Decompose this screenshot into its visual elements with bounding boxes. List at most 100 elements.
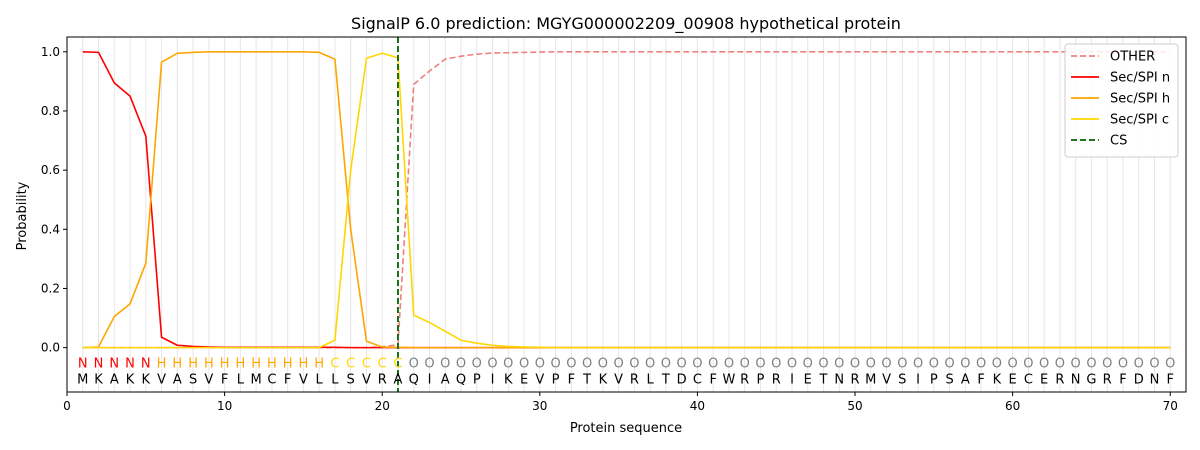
region-label: O xyxy=(677,356,687,371)
residue-letter: P xyxy=(757,373,765,388)
region-label: O xyxy=(692,356,702,371)
region-label: H xyxy=(172,356,182,371)
region-label: O xyxy=(1008,356,1018,371)
x-tick-label: 0 xyxy=(63,399,71,413)
residue-letter: P xyxy=(930,373,938,388)
plot-area xyxy=(67,37,1186,392)
residue-letter: T xyxy=(582,373,591,388)
y-tick-label: 0.4 xyxy=(41,222,60,236)
residue-letter: A xyxy=(110,373,119,388)
residue-letter: E xyxy=(520,373,528,388)
residue-letter: D xyxy=(1134,373,1144,388)
legend-label: OTHER xyxy=(1110,50,1155,65)
x-tick-label: 40 xyxy=(690,399,705,413)
residue-letter: K xyxy=(599,373,608,388)
region-label: O xyxy=(424,356,434,371)
region-label: O xyxy=(850,356,860,371)
residue-letter: D xyxy=(677,373,687,388)
residue-letter: C xyxy=(693,373,702,388)
region-label: O xyxy=(1023,356,1033,371)
region-label: H xyxy=(314,356,324,371)
residue-letter: G xyxy=(1086,373,1096,388)
residue-letter: F xyxy=(568,373,575,388)
residue-letter: P xyxy=(552,373,560,388)
residue-letter: A xyxy=(173,373,182,388)
region-label: O xyxy=(803,356,813,371)
residue-letter: P xyxy=(473,373,481,388)
residue-letter: Q xyxy=(409,373,419,388)
region-label: O xyxy=(992,356,1002,371)
residue-letter: R xyxy=(851,373,860,388)
y-tick-label: 1.0 xyxy=(41,45,60,59)
region-label: O xyxy=(787,356,797,371)
residue-letter: V xyxy=(614,373,623,388)
residue-letter: I xyxy=(790,373,794,388)
region-label: O xyxy=(771,356,781,371)
residue-letter: W xyxy=(723,373,736,388)
region-label: H xyxy=(299,356,309,371)
residue-letter: K xyxy=(142,373,151,388)
residue-letter: M xyxy=(865,373,876,388)
residue-letter: K xyxy=(94,373,103,388)
sequence-track: NMNKNANKNKHVHAHSHVHFHLHMHCHFHVHLCLCSCVCR… xyxy=(77,356,1175,387)
region-label: O xyxy=(614,356,624,371)
region-label: O xyxy=(582,356,592,371)
residue-letter: R xyxy=(740,373,749,388)
residue-letter: F xyxy=(709,373,716,388)
region-label: O xyxy=(645,356,655,371)
region-label: O xyxy=(1118,356,1128,371)
y-axis-label: Probability xyxy=(15,181,30,250)
region-label: O xyxy=(1165,356,1175,371)
probability-lines xyxy=(82,37,1171,392)
residue-letter: V xyxy=(362,373,371,388)
plot-frame xyxy=(66,36,1187,393)
region-label: O xyxy=(487,356,497,371)
region-label: O xyxy=(550,356,560,371)
residue-letter: C xyxy=(1024,373,1033,388)
residue-letter: I xyxy=(491,373,495,388)
region-label: O xyxy=(1134,356,1144,371)
region-label: O xyxy=(724,356,734,371)
region-label: N xyxy=(94,356,104,371)
y-tick-label: 0.0 xyxy=(41,341,60,355)
region-label: O xyxy=(472,356,482,371)
region-label: O xyxy=(661,356,671,371)
region-label: C xyxy=(346,356,355,371)
residue-letter: F xyxy=(1166,373,1173,388)
residue-letter: M xyxy=(251,373,262,388)
residue-letter: S xyxy=(898,373,906,388)
residue-letter: K xyxy=(504,373,513,388)
region-label: C xyxy=(393,356,402,371)
region-label: O xyxy=(566,356,576,371)
residue-letter: E xyxy=(1040,373,1048,388)
residue-letter: A xyxy=(441,373,450,388)
region-label: N xyxy=(109,356,119,371)
region-label: H xyxy=(188,356,198,371)
region-label: O xyxy=(1055,356,1065,371)
y-tick-label: 0.8 xyxy=(41,104,60,118)
residue-letter: T xyxy=(819,373,828,388)
residue-letter: K xyxy=(126,373,135,388)
region-label: O xyxy=(1071,356,1081,371)
residue-letter: A xyxy=(394,373,403,388)
residue-letter: V xyxy=(535,373,544,388)
region-label: H xyxy=(220,356,230,371)
region-label: O xyxy=(503,356,513,371)
legend-box xyxy=(1064,43,1179,158)
residue-letter: R xyxy=(1055,373,1064,388)
residue-letter: M xyxy=(77,373,88,388)
region-label: H xyxy=(283,356,293,371)
residue-letter: L xyxy=(647,373,655,388)
legend-label: Sec/SPI h xyxy=(1110,92,1170,107)
region-label: O xyxy=(944,356,954,371)
residue-letter: K xyxy=(993,373,1002,388)
region-label: O xyxy=(708,356,718,371)
residue-letter: T xyxy=(661,373,670,388)
region-label: O xyxy=(740,356,750,371)
y-tick-label: 0.6 xyxy=(41,163,60,177)
plot-background xyxy=(67,37,1186,392)
residue-letter: V xyxy=(157,373,166,388)
residue-letter: N xyxy=(834,373,844,388)
region-label: O xyxy=(1086,356,1096,371)
x-tick-label: 10 xyxy=(217,399,232,413)
